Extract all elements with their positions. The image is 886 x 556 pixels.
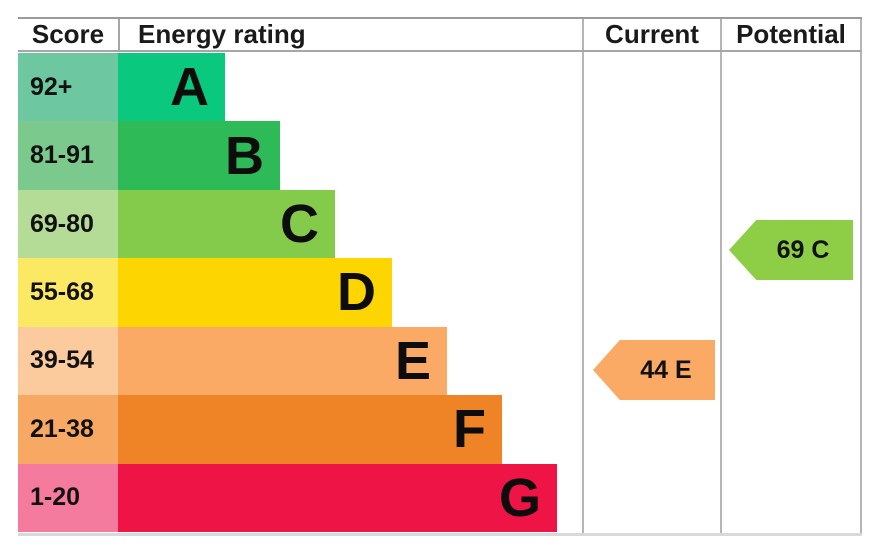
band-letter: D bbox=[337, 262, 376, 323]
table-header-row: Score Energy rating Current Potential bbox=[18, 17, 862, 52]
band-bar: C bbox=[118, 189, 335, 259]
current-column: 44 E bbox=[582, 52, 720, 533]
band-row-g: 1-20 G bbox=[18, 463, 600, 532]
energy-rating-column-header: Energy rating bbox=[118, 19, 582, 50]
band-score-range: 92+ bbox=[18, 53, 118, 122]
band-row-b: 81-91 B bbox=[18, 121, 600, 190]
current-rating-arrow: 44 E bbox=[593, 340, 715, 400]
band-letter: B bbox=[225, 125, 264, 186]
potential-rating-label: 69 C bbox=[776, 235, 830, 264]
band-row-e: 39-54 E bbox=[18, 326, 600, 396]
band-bar: G bbox=[118, 463, 557, 532]
potential-rating-arrow: 69 C bbox=[729, 220, 853, 280]
band-bar: E bbox=[118, 326, 447, 396]
band-letter: A bbox=[170, 57, 209, 118]
band-bar: F bbox=[118, 395, 502, 464]
current-column-header: Current bbox=[582, 19, 720, 50]
band-score-range: 69-80 bbox=[18, 189, 118, 259]
band-score-range: 81-91 bbox=[18, 121, 118, 190]
rating-band-rows: 92+ A 81-91 B 69-80 C 55-68 D 39-54 E bbox=[18, 53, 600, 532]
band-row-a: 92+ A bbox=[18, 53, 600, 122]
band-bar: D bbox=[118, 258, 392, 327]
band-score-range: 55-68 bbox=[18, 258, 118, 327]
band-bar: B bbox=[118, 121, 280, 190]
band-row-c: 69-80 C bbox=[18, 189, 600, 259]
potential-column-header: Potential bbox=[720, 19, 862, 50]
band-letter: F bbox=[453, 399, 486, 460]
band-score-range: 21-38 bbox=[18, 395, 118, 464]
band-score-range: 39-54 bbox=[18, 326, 118, 396]
band-letter: E bbox=[394, 330, 431, 391]
current-rating-label: 44 E bbox=[640, 355, 692, 384]
band-letter: C bbox=[280, 194, 319, 255]
potential-column: 69 C bbox=[720, 52, 862, 533]
band-letter: G bbox=[498, 467, 541, 528]
band-score-range: 1-20 bbox=[18, 463, 118, 532]
band-row-f: 21-38 F bbox=[18, 395, 600, 464]
score-column-header: Score bbox=[31, 19, 105, 49]
table-body: 92+ A 81-91 B 69-80 C 55-68 D 39-54 E bbox=[18, 52, 862, 536]
band-bar: A bbox=[118, 53, 225, 122]
epc-rating-table: Score Energy rating Current Potential 92… bbox=[18, 17, 862, 536]
band-row-d: 55-68 D bbox=[18, 258, 600, 327]
